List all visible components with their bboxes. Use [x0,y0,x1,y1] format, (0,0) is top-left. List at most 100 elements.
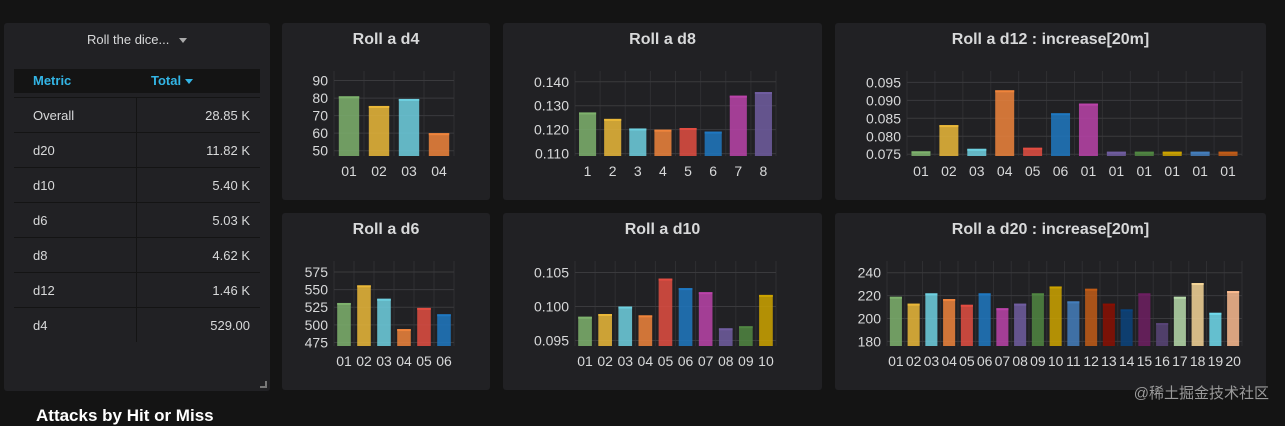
x-tick-label: 09 [738,353,754,369]
resize-handle[interactable] [260,381,267,388]
bar[interactable] [1218,151,1238,156]
bar[interactable] [1191,283,1204,346]
x-tick-label: 01 [1192,163,1208,179]
bar[interactable] [754,92,772,156]
bar[interactable] [911,151,931,156]
y-tick-label: 575 [305,264,329,280]
bar-top [1067,301,1080,304]
bar[interactable] [698,292,713,346]
bar[interactable] [996,308,1009,346]
column-header-metric[interactable]: Metric [33,73,72,88]
bar-top [1156,323,1169,326]
bar-top [1218,151,1238,154]
bar[interactable] [618,306,633,347]
bar-top [1138,293,1151,296]
bar-top [398,98,420,101]
x-tick-label: 08 [1012,353,1028,369]
chart-title: Roll a d20 : increase[20m] [951,221,1150,238]
x-tick-label: 06 [1053,163,1069,179]
bar[interactable] [1051,113,1071,156]
x-tick-label: 01 [1220,163,1236,179]
table-header: Metric Total [14,69,260,93]
bar[interactable] [598,313,612,346]
bar[interactable] [679,127,697,156]
bar[interactable] [1067,301,1080,346]
sort-desc-icon [185,79,194,85]
bar[interactable] [578,316,592,346]
column-divider [136,273,137,307]
bar-chart: 0.105 0.100 0.095 01 02 03 04 05 06 07 08 09 10 [534,261,777,369]
bar[interactable] [1078,103,1098,156]
bar[interactable] [1085,288,1098,346]
x-tick-label: 08 [718,353,734,369]
bar[interactable] [1209,312,1222,346]
bar[interactable] [417,307,431,346]
bar[interactable] [1227,291,1240,346]
bar[interactable] [759,294,773,346]
bar[interactable] [1014,303,1027,346]
bar-top [377,298,391,301]
bar[interactable] [1120,309,1133,346]
bar-top [925,293,938,296]
bar[interactable] [1162,151,1182,156]
x-tick-label: 4 [659,163,667,179]
y-tick-label: 525 [305,299,329,315]
table-row: d6 5.03 K [14,202,260,237]
bar-top [629,128,647,131]
bar[interactable] [967,148,987,156]
bar[interactable] [1023,147,1043,156]
bar[interactable] [907,303,920,346]
bar[interactable] [1102,303,1115,346]
bar[interactable] [939,125,959,156]
bar[interactable] [960,304,973,346]
bar[interactable] [1134,151,1154,156]
x-tick-label: 04 [941,353,957,369]
bar[interactable] [654,129,672,156]
chart-panel-d10: Roll a d10 0.105 0.100 0.095 01 02 03 04 05 06 07 0… [503,213,822,390]
column-divider [136,308,137,342]
bar[interactable] [1031,293,1044,346]
roll-dice-dropdown[interactable]: Roll the dice... [4,32,270,47]
bar-top [704,131,722,134]
bar[interactable] [398,98,420,156]
x-tick-label: 11 [1066,353,1081,369]
bar[interactable] [1138,293,1151,346]
bar[interactable] [638,315,653,346]
bar[interactable] [978,293,991,346]
bar[interactable] [1049,286,1062,346]
bar[interactable] [995,90,1015,156]
bar[interactable] [337,302,351,346]
bar[interactable] [943,299,956,346]
bar[interactable] [1106,151,1126,156]
bar-top [729,95,747,98]
bar[interactable] [658,278,673,346]
column-header-total[interactable]: Total [151,73,194,88]
table-row: d12 1.46 K [14,272,260,307]
bar[interactable] [729,95,747,156]
bar[interactable] [604,118,622,156]
metric-cell: d20 [33,143,55,158]
bar[interactable] [357,285,371,346]
bar[interactable] [579,112,597,156]
bar[interactable] [397,329,411,346]
bar[interactable] [925,293,938,346]
bar[interactable] [739,326,753,346]
bar-top [1014,303,1027,306]
x-tick-label: 01 [341,163,357,179]
table-row: d4 529.00 [14,307,260,342]
bar[interactable] [377,298,391,346]
bar[interactable] [428,133,450,156]
bar[interactable] [1173,296,1186,346]
bar[interactable] [704,131,722,156]
bar[interactable] [437,314,451,346]
bar[interactable] [1156,323,1169,346]
bar[interactable] [889,296,902,346]
x-tick-label: 07 [698,353,714,369]
bar[interactable] [718,328,733,346]
bar[interactable] [1190,151,1210,156]
table-row: d10 5.40 K [14,167,260,202]
bar[interactable] [338,96,360,156]
bar[interactable] [368,105,390,156]
bar[interactable] [678,288,693,346]
bar[interactable] [629,128,647,156]
